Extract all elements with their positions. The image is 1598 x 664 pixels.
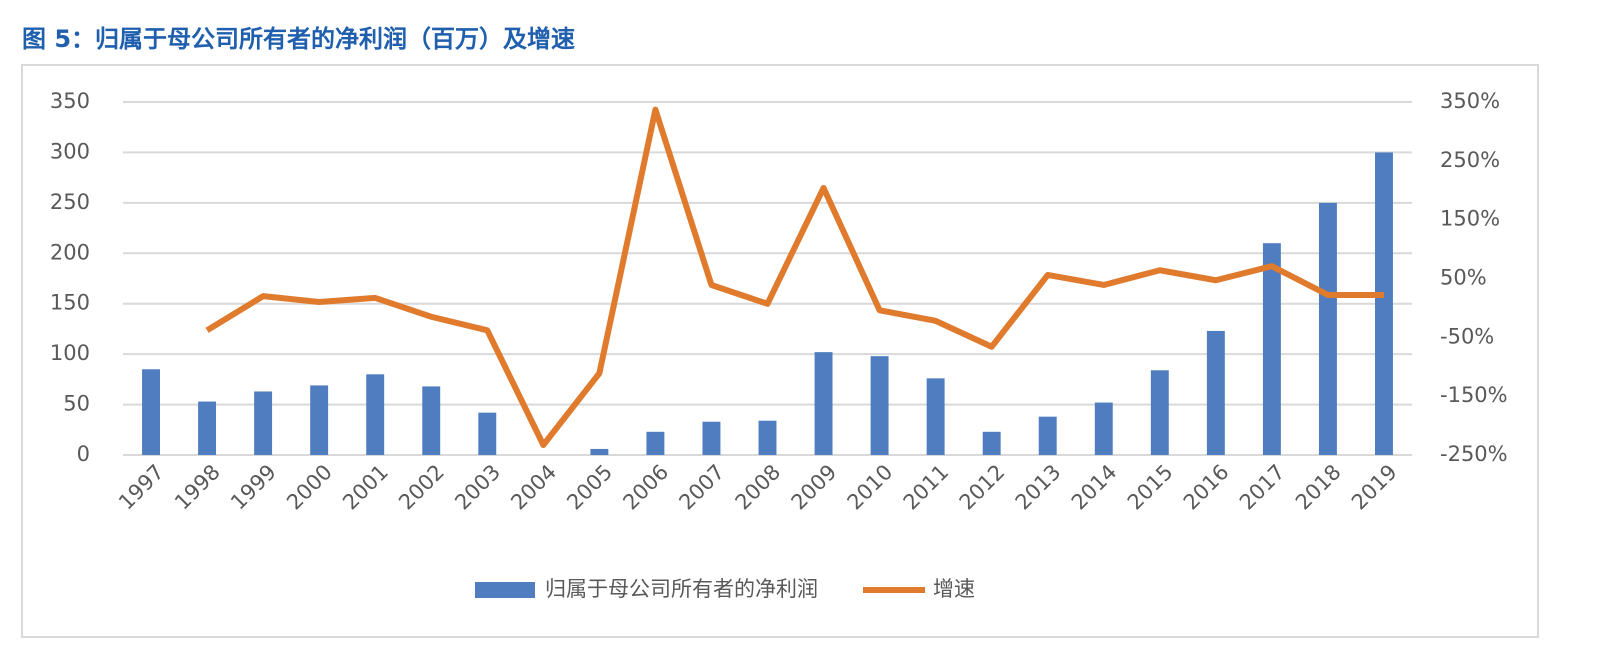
y2-tick-label: 350% — [1440, 89, 1500, 113]
x-tick-label: 2004 — [506, 460, 561, 515]
x-tick-label: 2012 — [955, 460, 1010, 515]
y-tick-label: 150 — [50, 291, 90, 315]
x-tick-label: 2000 — [282, 460, 337, 515]
bar — [366, 374, 385, 455]
bar — [1375, 152, 1393, 455]
x-tick-label: 1998 — [170, 460, 225, 515]
y-tick-label: 50 — [63, 392, 90, 416]
bar — [198, 401, 217, 455]
x-tick-label: 2018 — [1291, 460, 1346, 515]
y2-tick-label: -250% — [1440, 442, 1508, 466]
legend-label: 归属于母公司所有者的净利润 — [545, 577, 818, 601]
bar — [1094, 402, 1113, 455]
bar — [254, 391, 273, 455]
bar — [478, 412, 497, 455]
x-tick-label: 2006 — [618, 460, 673, 515]
x-tick-label: 2015 — [1123, 460, 1178, 515]
x-tick-label: 2008 — [731, 460, 786, 515]
bar — [982, 431, 1001, 455]
y-tick-label: 0 — [77, 442, 90, 466]
y-tick-label: 200 — [50, 240, 90, 264]
x-tick-label: 2005 — [562, 460, 617, 515]
bar — [758, 420, 777, 455]
x-tick-label: 2001 — [338, 460, 393, 515]
y2-tick-label: 250% — [1440, 148, 1500, 172]
x-tick-label: 2019 — [1347, 460, 1402, 515]
bar — [1262, 243, 1281, 455]
y2-tick-label: 50% — [1440, 266, 1487, 290]
x-tick-label: 2013 — [1011, 460, 1066, 515]
bar — [422, 386, 441, 455]
legend-label: 增速 — [933, 577, 975, 601]
bar — [702, 421, 721, 455]
x-tick-label: 2016 — [1179, 460, 1234, 515]
bar — [926, 378, 945, 455]
bar — [142, 369, 160, 455]
bar — [1038, 416, 1057, 455]
x-tick-label: 2011 — [899, 460, 954, 515]
y-tick-label: 250 — [50, 190, 90, 214]
line — [205, 106, 1384, 448]
x-tick-label: 2002 — [394, 460, 449, 515]
y-tick-label: 350 — [50, 89, 90, 113]
y2-tick-label: -150% — [1440, 383, 1508, 407]
bar — [310, 385, 329, 455]
chart-frame — [21, 64, 1539, 638]
bar — [590, 448, 609, 455]
y-tick-label: 300 — [50, 139, 90, 163]
x-tick-label: 2014 — [1067, 460, 1122, 515]
x-tick-label: 2017 — [1235, 460, 1290, 515]
bar — [646, 431, 665, 455]
y-tick-label: 100 — [50, 341, 90, 365]
x-tick-label: 2010 — [843, 460, 898, 515]
bar — [814, 352, 833, 455]
x-tick-label: 1997 — [114, 460, 169, 515]
x-tick-label: 1999 — [226, 460, 281, 515]
legend-swatch — [475, 582, 535, 598]
y2-tick-label: 150% — [1440, 207, 1500, 231]
bar — [1150, 370, 1169, 455]
bar — [1318, 202, 1337, 455]
bar — [870, 356, 889, 455]
chart-title: 图 5：归属于母公司所有者的净利润（百万）及增速 — [22, 25, 575, 53]
x-tick-label: 2003 — [450, 460, 505, 515]
bar — [1206, 330, 1225, 455]
x-tick-label: 2007 — [674, 460, 729, 515]
y2-tick-label: -50% — [1440, 324, 1494, 348]
x-tick-label: 2009 — [787, 460, 842, 515]
